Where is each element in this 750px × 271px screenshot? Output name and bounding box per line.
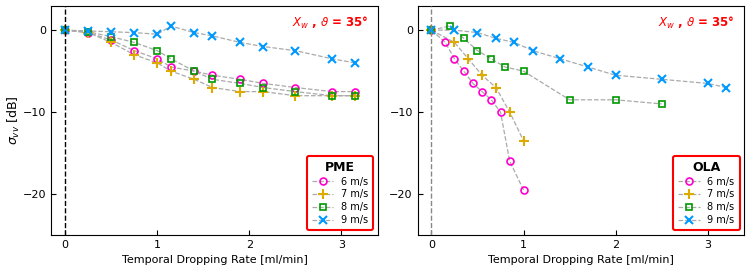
X-axis label: Temporal Dropping Rate [ml/min]: Temporal Dropping Rate [ml/min] (488, 256, 674, 265)
X-axis label: Temporal Dropping Rate [ml/min]: Temporal Dropping Rate [ml/min] (122, 256, 308, 265)
Text: $\mathit{X}_w$ , $\vartheta$ = 35°: $\mathit{X}_w$ , $\vartheta$ = 35° (658, 15, 735, 31)
Y-axis label: $\sigma_{vv}$ [dB]: $\sigma_{vv}$ [dB] (5, 95, 22, 145)
Legend: 6 m/s, 7 m/s, 8 m/s, 9 m/s: 6 m/s, 7 m/s, 8 m/s, 9 m/s (308, 156, 374, 230)
Text: $\mathit{X}_w$ , $\vartheta$ = 35°: $\mathit{X}_w$ , $\vartheta$ = 35° (292, 15, 368, 31)
Legend: 6 m/s, 7 m/s, 8 m/s, 9 m/s: 6 m/s, 7 m/s, 8 m/s, 9 m/s (674, 156, 740, 230)
